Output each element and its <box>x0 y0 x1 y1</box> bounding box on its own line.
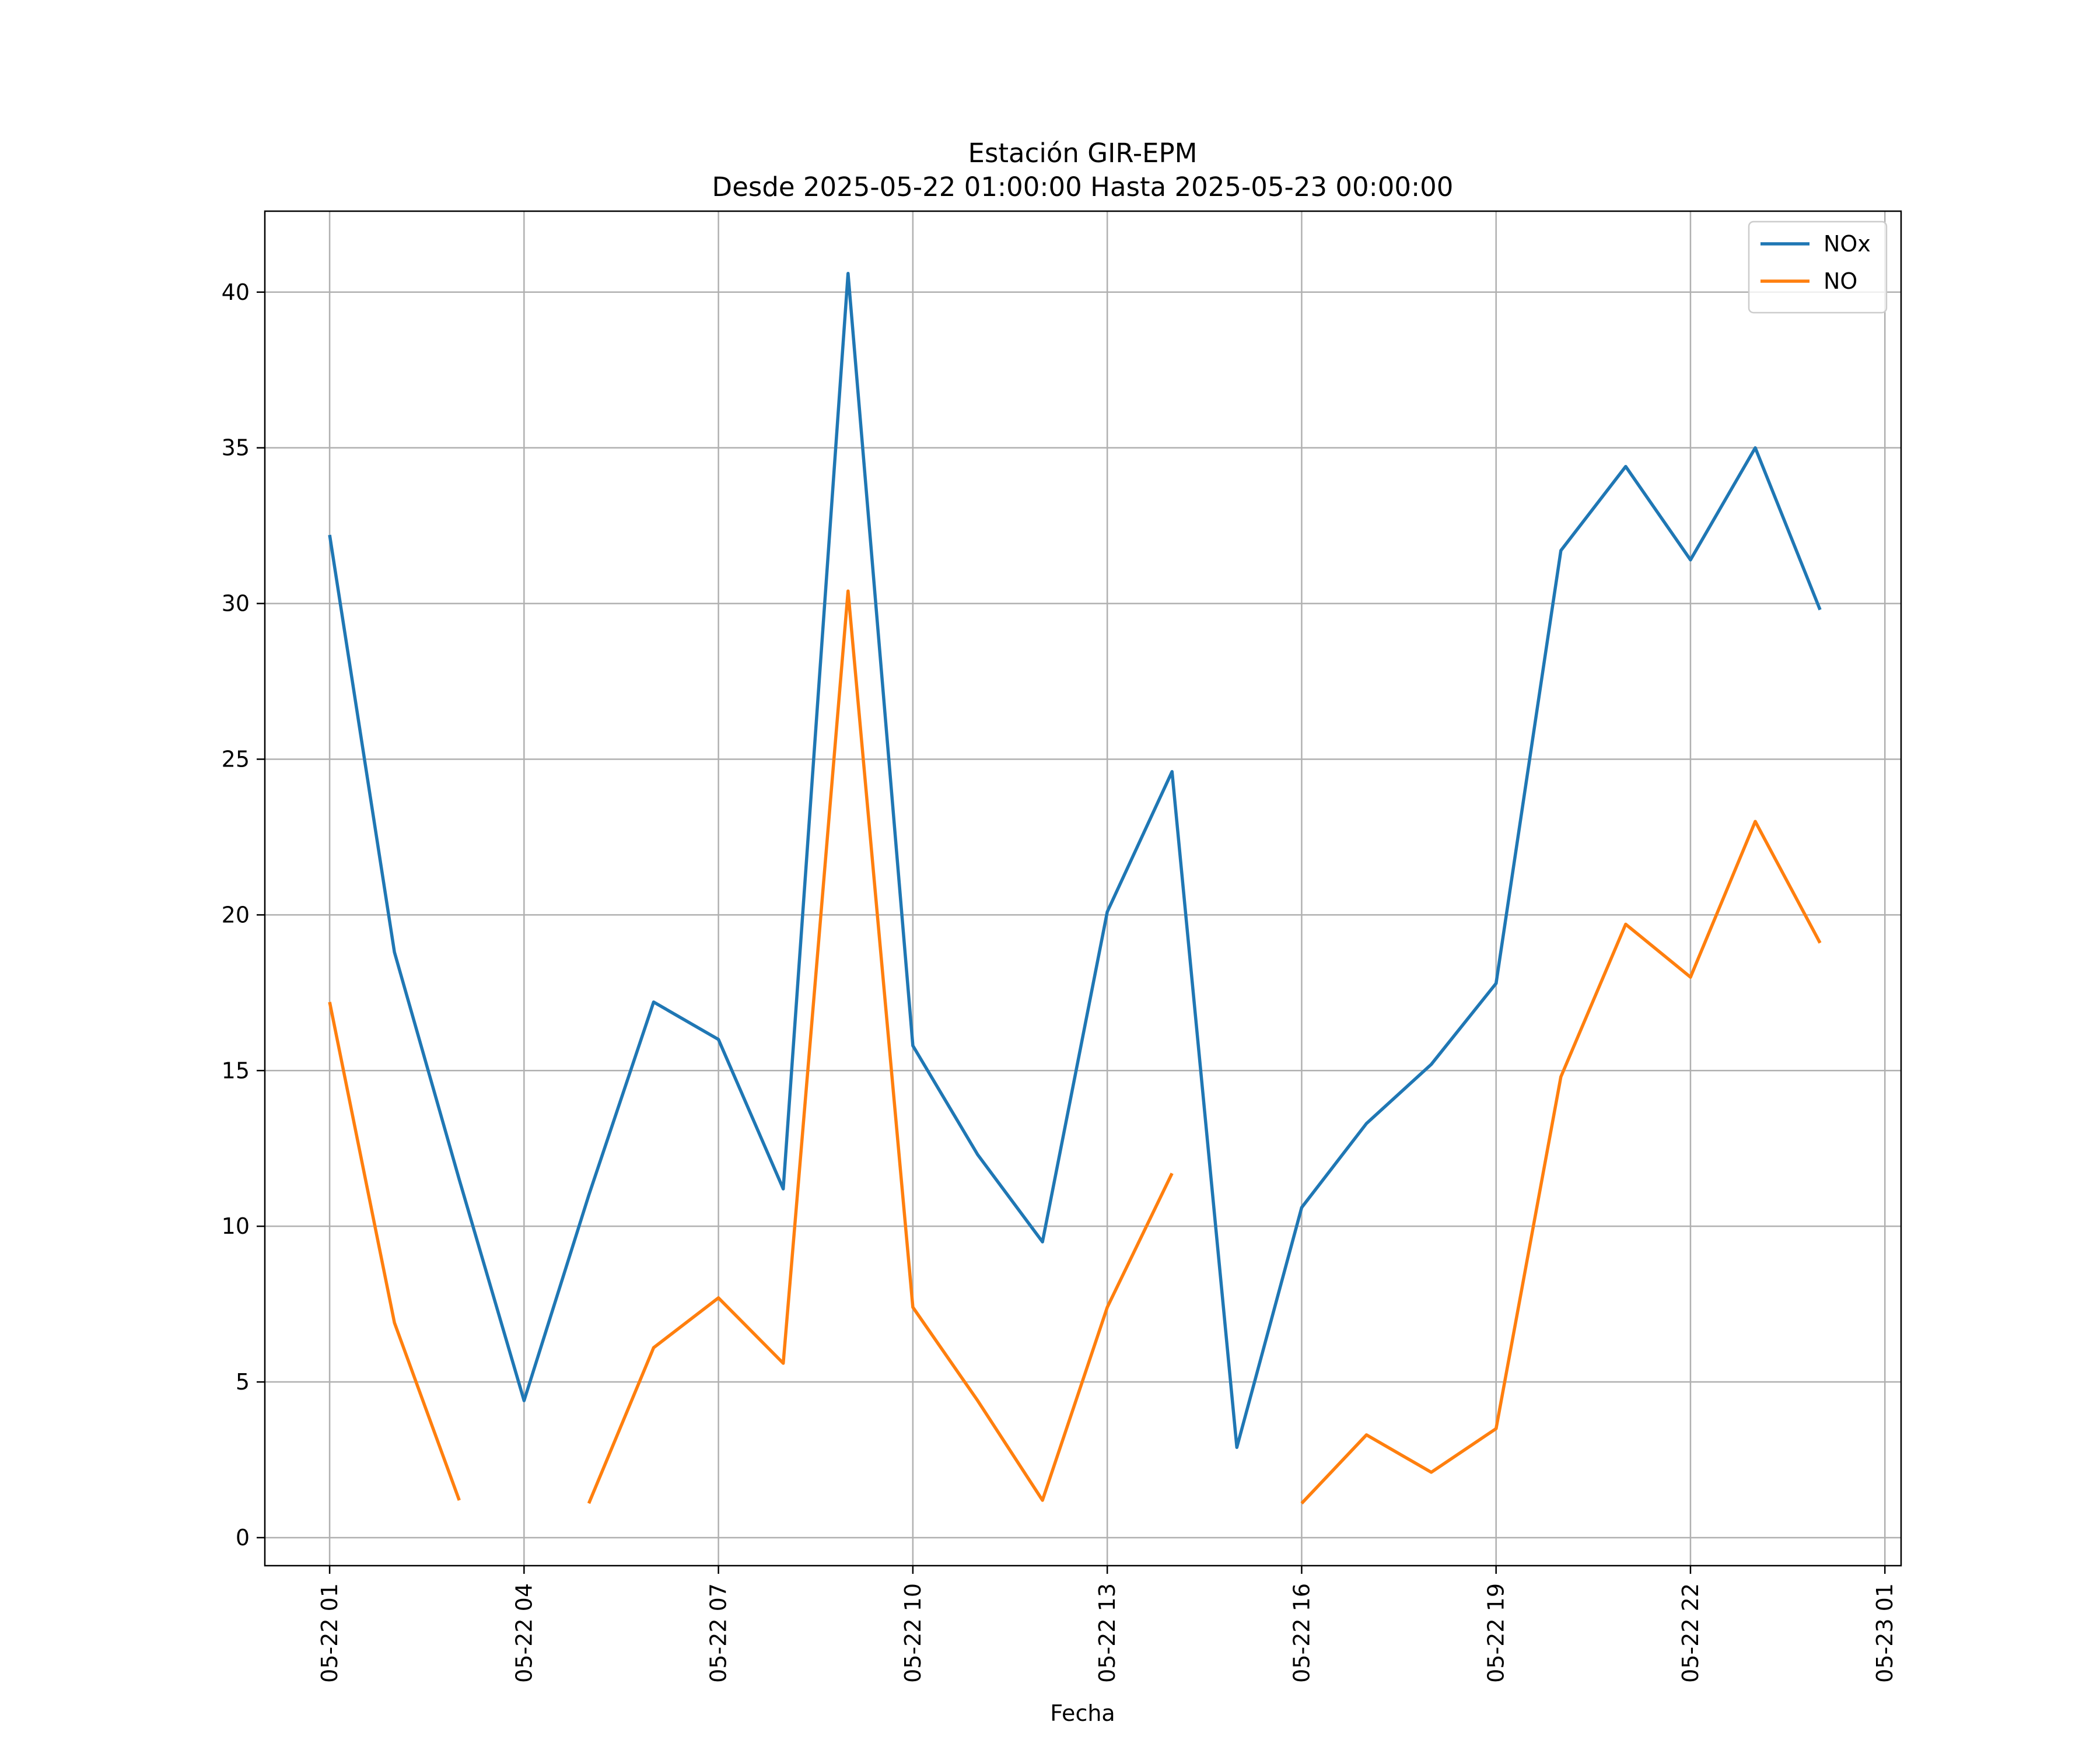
x-tick-label: 05-22 22 <box>1678 1583 1703 1683</box>
y-tick-label: 10 <box>222 1213 250 1239</box>
y-tick-label: 30 <box>222 591 250 617</box>
series-line-no <box>328 589 1822 1505</box>
x-tick-label: 05-22 13 <box>1094 1583 1120 1683</box>
legend-label-nox: NOx <box>1824 231 1871 257</box>
series-line-nox <box>328 272 1822 1449</box>
y-tick-label: 40 <box>222 279 250 305</box>
legend-label-no: NO <box>1824 268 1857 294</box>
tick-layer: 05-22 01 05-22 04 05-22 07 05-22 10 05-22 13… <box>222 279 1898 1683</box>
legend: NOx NO <box>1748 220 1888 314</box>
x-tick-label: 05-22 04 <box>511 1583 537 1683</box>
x-tick-label: 05-22 01 <box>317 1583 342 1683</box>
y-tick-label: 20 <box>222 902 250 928</box>
x-tick-label: 05-23 01 <box>1872 1583 1898 1683</box>
y-tick-label: 25 <box>222 746 250 772</box>
x-axis-label: Fecha <box>1050 1700 1115 1726</box>
chart-title: Estación GIR-EPM <box>968 138 1198 169</box>
x-tick-label: 05-22 10 <box>900 1583 926 1683</box>
series-layer <box>328 272 1822 1505</box>
y-tick-label: 5 <box>236 1369 250 1395</box>
chart-subtitle: Desde 2025-05-22 01:00:00 Hasta 2025-05-… <box>712 172 1454 202</box>
grid-layer <box>265 211 1901 1566</box>
y-tick-label: 15 <box>222 1058 250 1083</box>
plot-frame <box>264 210 1902 1567</box>
y-tick-label: 35 <box>222 435 250 461</box>
x-tick-label: 05-22 07 <box>706 1583 732 1683</box>
x-tick-label: 05-22 16 <box>1289 1583 1314 1683</box>
y-tick-label: 0 <box>236 1525 250 1550</box>
x-tick-label: 05-22 19 <box>1483 1583 1509 1683</box>
